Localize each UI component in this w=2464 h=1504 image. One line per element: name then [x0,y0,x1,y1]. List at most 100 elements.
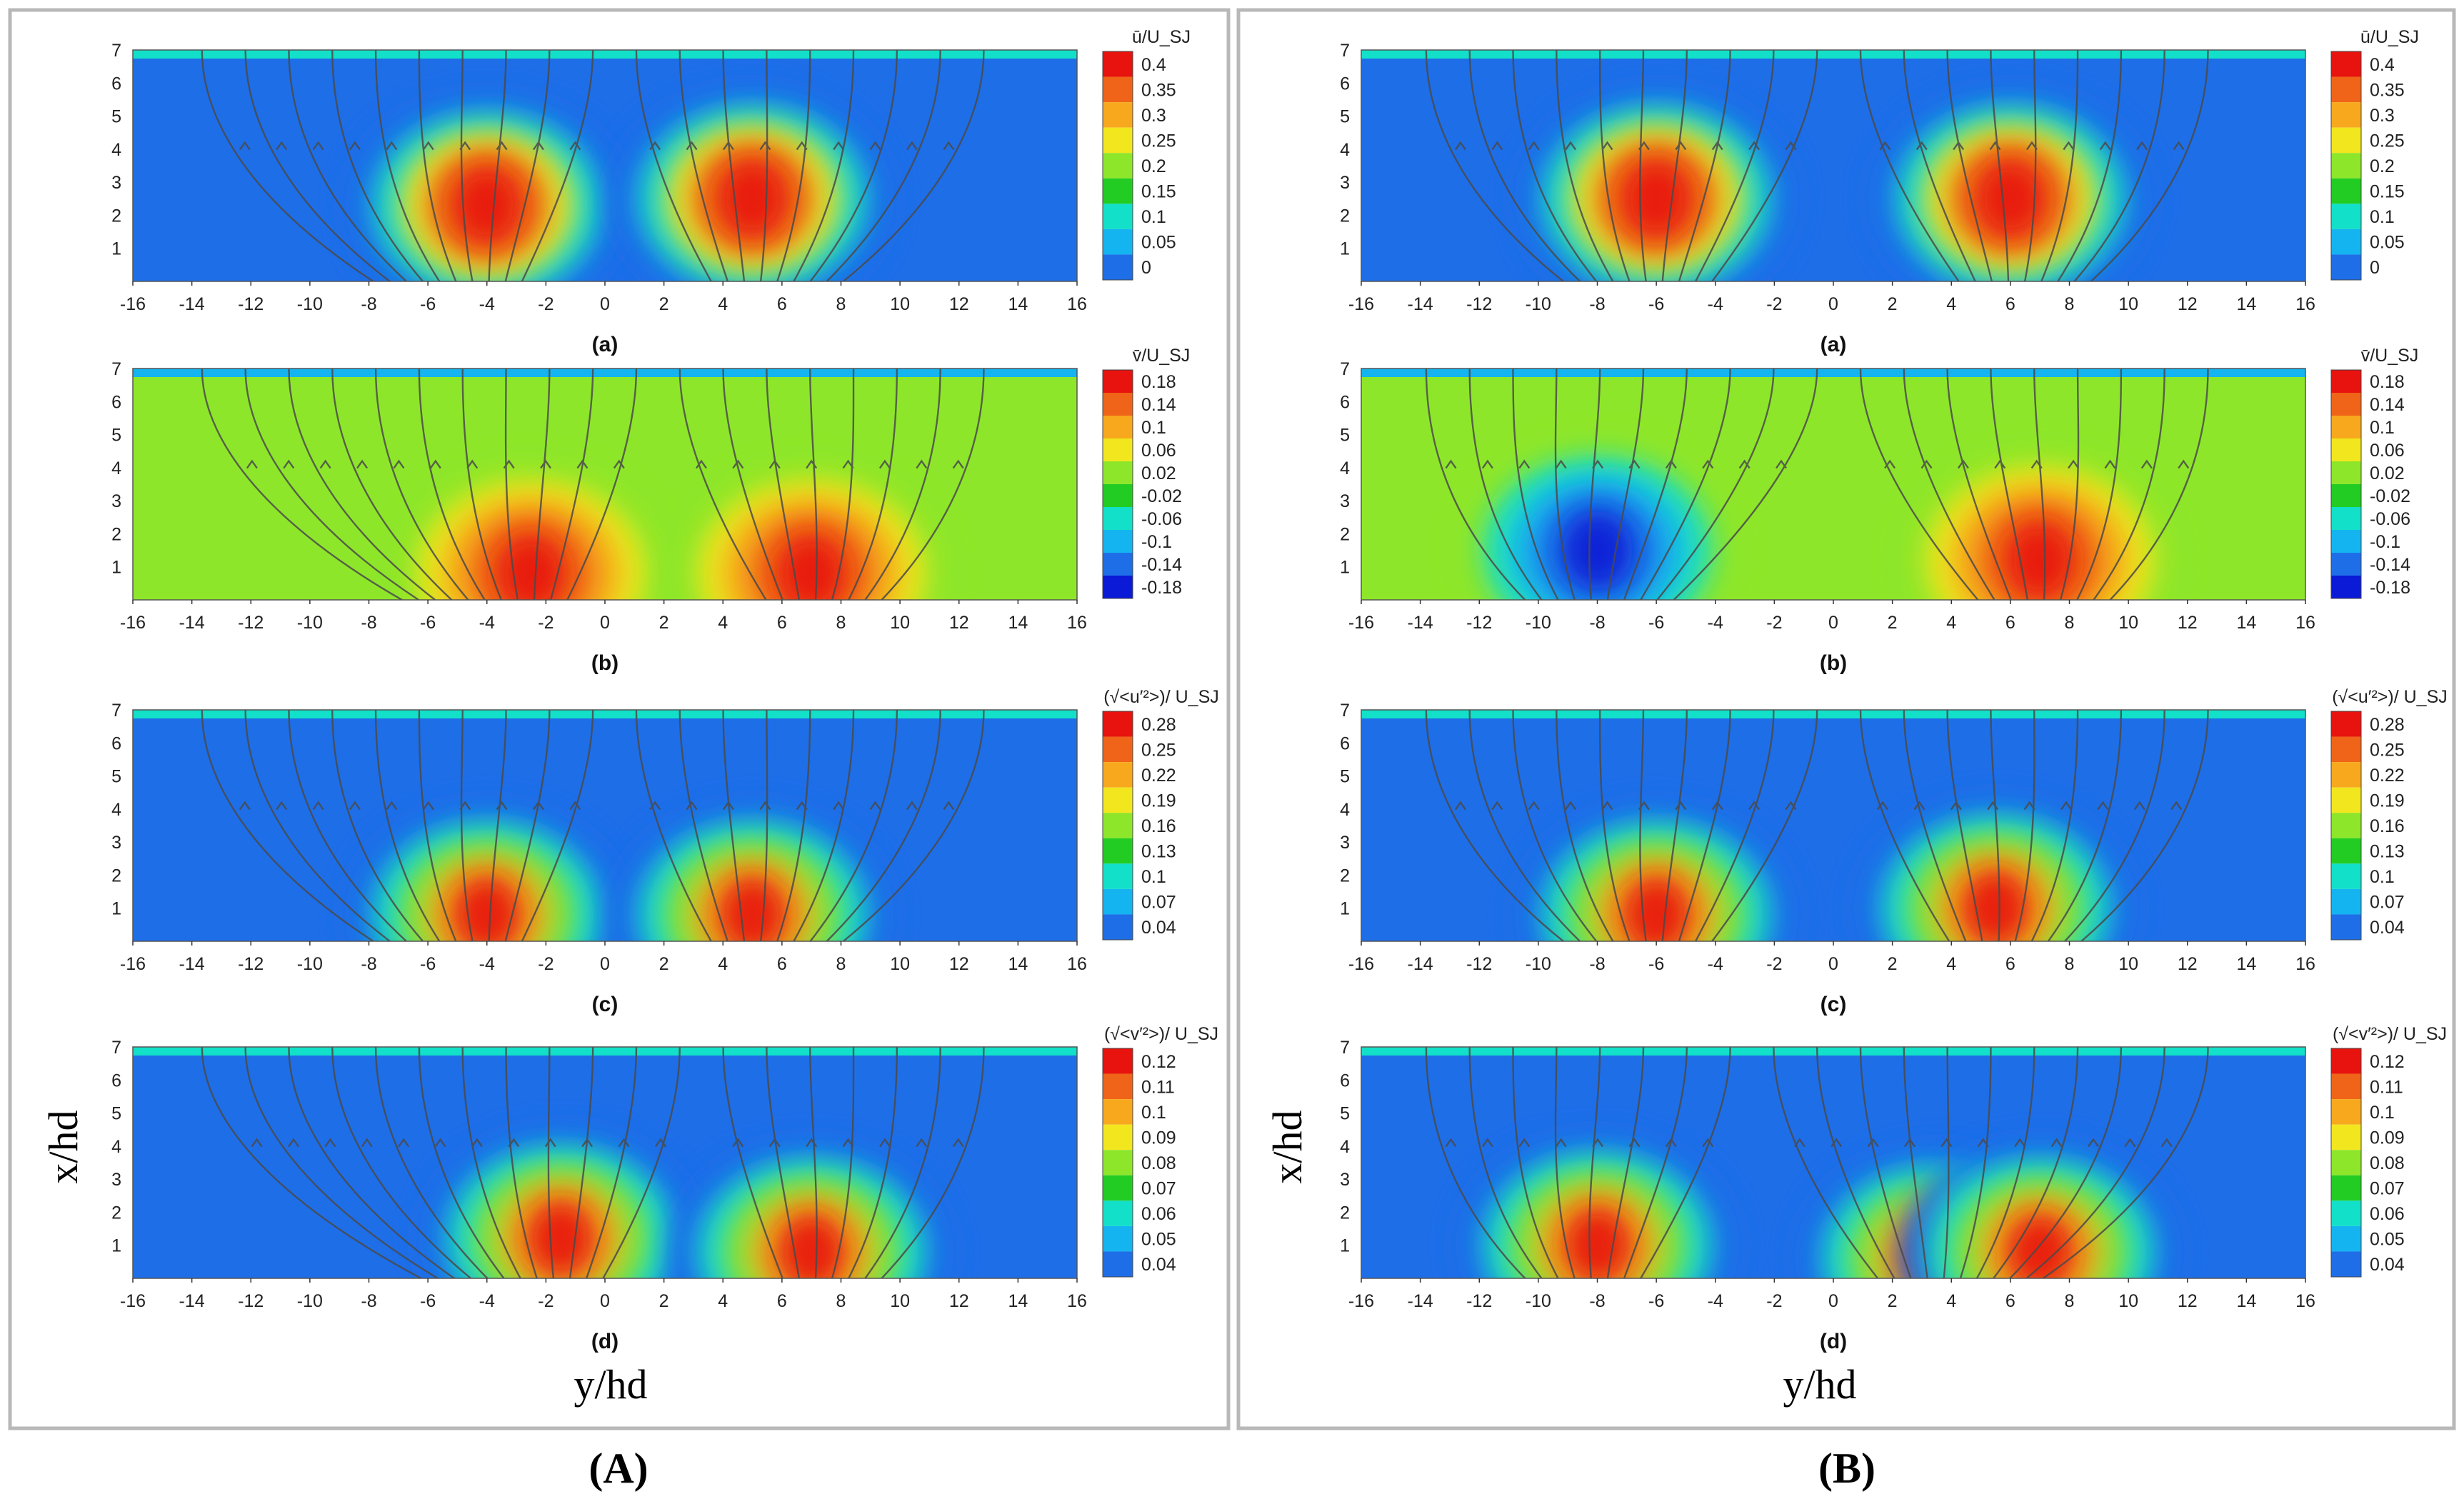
colorbar-label: -0.18 [1141,578,1182,598]
contour-blob [1960,868,2031,941]
contour-blob [716,159,788,239]
colorbar-title: ū/U_SJ [2360,27,2419,47]
streamline [1990,50,2010,281]
streamline-arrow [2023,801,2035,811]
streamline [2080,710,2209,941]
streamline-arrow [393,459,405,469]
x-tick-label: 8 [2065,954,2075,974]
streamline-arrow [768,1138,781,1148]
x-tick-label: 14 [1008,294,1028,314]
colorbar-swatch [2331,711,2361,737]
panel-A-label: (A) [589,1445,648,1492]
colorbar-label: 0 [2370,258,2380,278]
x-tick-label: 4 [718,954,728,974]
streamlines [1425,710,2209,941]
y-tick-label: 4 [111,800,121,820]
x-tick-label: 6 [2005,294,2015,314]
x-tick-label: -14 [179,954,205,974]
x-tick-label: 0 [600,613,610,633]
streamline [2023,50,2037,281]
x-tick-label: 8 [836,613,846,633]
x-tick-label: 14 [1008,954,1028,974]
streamline [1640,369,1731,600]
subplot-caption: (d) [1820,1330,1847,1353]
x-tick-label: -6 [1648,613,1664,633]
streamline-arrow [1940,1138,1953,1148]
streamline-arrow [2030,459,2043,469]
streamline [201,1047,422,1278]
x-tick-label: 16 [1067,294,1087,314]
x-tick-label: 4 [718,294,728,314]
x-tick-label: -12 [238,954,264,974]
streamlines [201,50,985,281]
streamline-arrow [686,801,698,811]
colorbar-label: 0.1 [1141,1103,1166,1123]
streamline-arrow [1785,801,1797,811]
x-tick-label: -6 [420,294,436,314]
streamline [1512,50,1598,281]
streamline [793,50,855,281]
contour-field [1361,710,2305,941]
colorbar-label: 0.25 [1141,740,1176,760]
colorbar-swatch [1103,76,1133,103]
streamline [776,710,811,941]
streamline-arrow [2097,801,2109,811]
top-band [133,369,1077,377]
colorbar-swatch [1103,127,1133,154]
colorbar-swatch [1103,1251,1133,1277]
streamline-arrow [1445,1138,1457,1148]
streamline-arrow [2050,1138,2063,1148]
streamline [722,369,783,600]
colorbar-label: 0.09 [2370,1128,2405,1148]
y-tick-label: 3 [1340,173,1350,193]
streamline [2042,1047,2209,1278]
colorbar-frame [2330,51,2362,281]
streamline [1468,369,1543,600]
streamline-arrow [1920,459,1933,469]
colorbar-label: 0.06 [1141,441,1176,461]
streamline [1859,50,1960,281]
colorbar-label: 0.11 [1141,1077,1175,1097]
colorbar-swatch [2331,507,2361,530]
streamline [418,50,457,281]
x-tick-label: -12 [1466,613,1492,633]
streamline [201,710,374,941]
streamline-arrow [722,801,734,811]
colorbar-title: v̄/U_SJ [1133,346,1191,366]
x-tick-label: -6 [420,613,436,633]
streamline [1656,369,1775,600]
colorbar-label: 0.12 [2370,1052,2405,1072]
streamline [331,1047,471,1278]
x-tick-label: -2 [1766,1291,1782,1311]
x-tick-label: -4 [479,954,495,974]
streamline [1425,369,1526,600]
streamline [1903,710,1967,941]
streamline [1468,710,1581,941]
x-tick-label: 4 [1946,294,1956,314]
streamline-arrow [759,801,771,811]
panel-A-ylabel: x/hd [40,1110,86,1183]
streamline-arrow [1748,801,1761,811]
contour-blob [2004,520,2075,600]
streamline [2073,50,2165,281]
streamline [1598,710,1631,941]
streamline [374,369,469,600]
x-tick-label: 0 [1828,1291,1838,1311]
colorbar-label: 0.16 [1141,816,1176,836]
y-tick-label: 6 [1340,1071,1350,1091]
x-tick-label: 14 [2236,294,2256,314]
streamline [1606,369,1645,600]
colorbar-label: 0.19 [2370,791,2405,811]
top-band [1361,369,2305,377]
colorbar-swatch [2331,553,2361,576]
streamline-arrow [1953,141,1965,151]
streamline-arrow [906,141,918,151]
streamline [1678,710,1731,941]
streamline [766,1047,801,1278]
x-tick-label: -10 [1526,294,1551,314]
colorbar-label: 0.04 [2370,1255,2405,1275]
streamline [1512,369,1559,600]
contour-blob [1621,875,1692,941]
streamline [2025,1047,2165,1278]
